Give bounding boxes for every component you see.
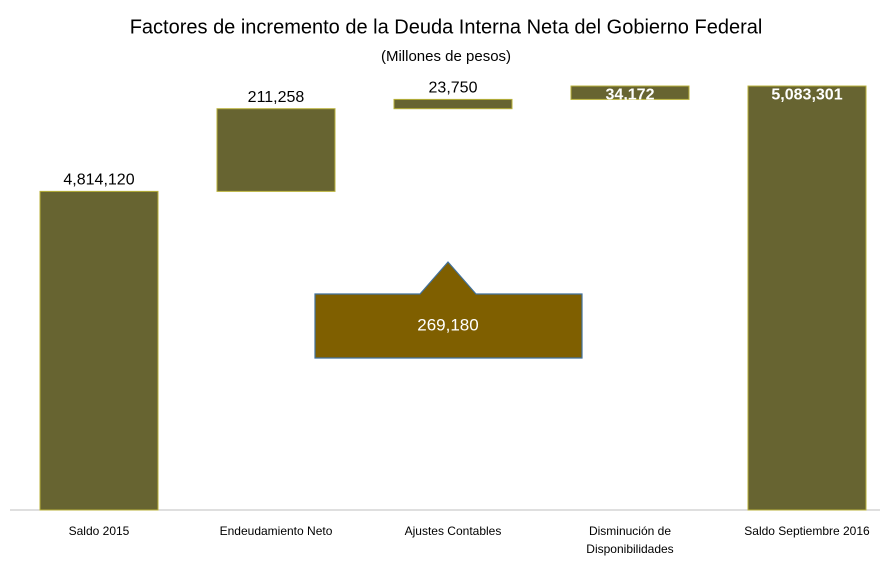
x-tick-label: Ajustes Contables: [404, 524, 502, 538]
data-label: 4,814,120: [63, 172, 134, 189]
bar: [570, 85, 690, 100]
arrow-callout: [314, 261, 583, 359]
data-label: 23,750: [429, 80, 478, 97]
chart-title: Factores de incremento de la Deuda Inter…: [130, 16, 763, 38]
data-label: 34,172: [606, 86, 655, 103]
data-label: 5,083,301: [771, 86, 842, 103]
bar: [393, 98, 513, 110]
chart-subtitle: (Millones de pesos): [381, 48, 511, 65]
x-tick-label: Endeudamiento Neto: [219, 524, 333, 538]
x-tick-label: Saldo Septiembre 2016: [744, 524, 870, 538]
annotation: 269,180: [417, 315, 478, 334]
bar: [216, 108, 336, 192]
x-tick-label: Saldo 2015: [68, 524, 130, 538]
data-label: 211,258: [248, 89, 305, 106]
bar: [747, 85, 867, 511]
bar: [39, 190, 159, 511]
x-tick-label: Disminución de Disponibilidades: [586, 524, 674, 556]
